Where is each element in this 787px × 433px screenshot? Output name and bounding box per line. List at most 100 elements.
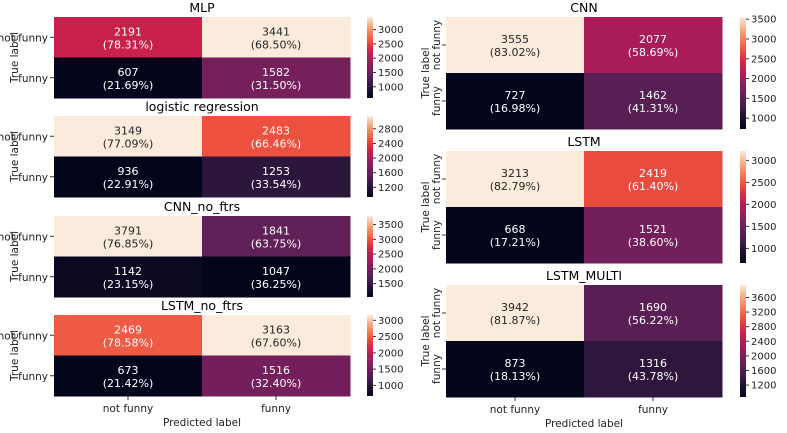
colorbar-tick-label: 1600 [751,366,776,377]
cell-percent-label: (21.69%) [103,79,154,92]
colorbar-tick-label: 1600 [378,168,403,179]
heatmap-cell [584,151,723,208]
cell-count-label: 3555 [501,33,529,46]
heatmap-cell [584,207,723,264]
heatmap-cell [202,256,351,298]
y-axis-label: True label [420,47,432,99]
y-tick-label: not funny [0,32,48,44]
colorbar-tick-label: 2000 [378,348,403,359]
heatmap-cell [54,17,203,58]
cell-count-label: 873 [505,357,526,370]
colorbar-tick-label: 3600 [751,293,776,304]
colorbar-tick-label: 1200 [751,381,776,392]
heatmap-title: LSTM [567,134,600,149]
cell-percent-label: (32.40%) [251,377,302,390]
colorbar-tick-label: 3000 [378,25,403,36]
cell-percent-label: (78.31%) [103,38,154,51]
colorbar-tick-label: 1200 [378,183,403,194]
heatmap-3: 2469(78.58%) 3163(67.60%) 673(21.42%) 1516(… [0,298,403,429]
y-tick-label: funny [431,354,443,384]
cell-percent-label: (41.31%) [628,102,679,115]
heatmap-cell [202,156,351,198]
cell-count-label: 607 [118,66,139,79]
heatmap-2: 3791(76.85%) 1841(63.75%) 1142(23.15%) 1047… [0,199,403,298]
cell-percent-label: (77.09%) [103,137,154,150]
colorbar-tick-label: 3000 [751,156,776,167]
cell-count-label: 1142 [114,265,142,278]
colorbar-tick-label: 1000 [378,381,403,392]
heatmap-title: LSTM_no_ftrs [161,298,243,313]
heatmap-cell [446,151,585,208]
y-tick-label: funny [18,371,48,383]
y-axis-label: True label [420,181,432,233]
x-tick-label: funny [638,404,668,416]
cell-percent-label: (31.50%) [251,79,302,92]
x-tick-label: not funny [490,404,540,416]
cell-percent-label: (61.40%) [628,180,679,193]
colorbar-tick-label: 2000 [751,351,776,362]
cell-count-label: 3441 [262,25,290,38]
heatmap-cell [54,156,203,198]
cell-percent-label: (33.54%) [251,178,302,191]
colorbar-tick-label: 3500 [751,15,776,26]
cell-count-label: 3149 [114,124,142,137]
y-axis-label: True label [420,315,432,367]
heatmap-title: CNN_no_ftrs [164,199,240,214]
heatmap-6: 3942(81.87%) 1690(56.22%) 873(18.13%) 1316(… [420,268,776,430]
heatmap-title: CNN [570,0,597,15]
cell-count-label: 1462 [639,89,667,102]
cell-percent-label: (66.46%) [251,137,302,150]
heatmap-cell [584,73,723,130]
heatmap-cell [584,17,723,74]
colorbar-tick-label: 3200 [751,308,776,319]
heatmap-cell [584,341,723,398]
colorbar-tick-label: 2800 [378,124,403,135]
x-tick-label: funny [261,403,291,415]
colorbar-tick-label: 1000 [751,244,776,255]
colorbar-tick-label: 2000 [378,54,403,65]
heatmap-cell [202,116,351,157]
cell-count-label: 1582 [262,66,290,79]
heatmap-cell [446,17,585,74]
colorbar [367,17,373,98]
heatmap-cell [54,256,203,298]
x-axis-label: Predicted label [545,418,623,430]
cell-percent-label: (36.25%) [251,278,302,291]
heatmap-cell [54,355,203,397]
cell-count-label: 2077 [639,33,667,46]
colorbar-tick-label: 2000 [751,200,776,211]
cell-percent-label: (17.21%) [490,236,541,249]
colorbar-tick-label: 1500 [751,94,776,105]
y-tick-label: not funny [0,231,48,243]
colorbar-tick-label: 1500 [378,365,403,376]
cell-percent-label: (76.85%) [103,237,154,250]
cell-count-label: 1253 [262,165,290,178]
y-axis-label: True label [9,231,21,283]
cell-percent-label: (56.22%) [628,314,679,327]
cell-count-label: 3213 [501,167,529,180]
colorbar-tick-label: 3500 [378,220,403,231]
colorbar-tick-label: 2000 [378,264,403,275]
heatmap-cell [54,116,203,157]
cell-percent-label: (58.69%) [628,46,679,59]
colorbar [740,151,746,263]
colorbar [740,285,746,397]
colorbar-tick-label: 1500 [378,68,403,79]
cell-count-label: 2483 [262,124,290,137]
heatmap-cell [202,17,351,58]
colorbar-tick-label: 1500 [378,279,403,290]
heatmap-cell [446,207,585,264]
cell-count-label: 668 [505,223,526,236]
colorbar [740,17,746,129]
colorbar-tick-label: 2500 [378,39,403,50]
colorbar-tick-label: 2500 [751,54,776,65]
cell-percent-label: (81.87%) [490,314,541,327]
heatmap-title: MLP [189,0,215,15]
heatmap-cell [446,341,585,398]
cell-count-label: 2419 [639,167,667,180]
y-axis-label: True label [9,32,21,84]
colorbar-tick-label: 2000 [751,74,776,85]
heatmap-cell [446,73,585,130]
heatmap-cell [446,285,585,342]
